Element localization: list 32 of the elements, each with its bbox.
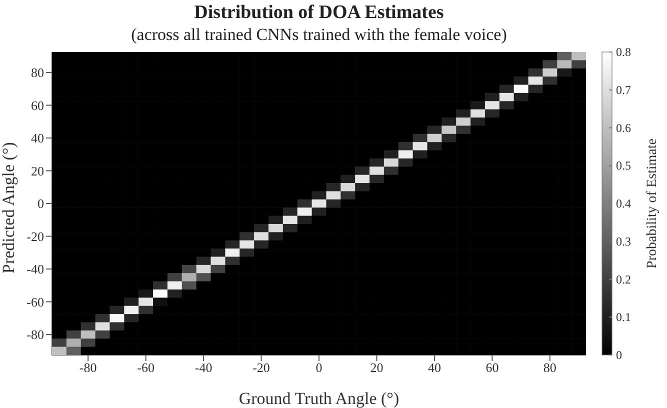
y-tick-label: 0 xyxy=(38,196,44,212)
x-tick-label: -80 xyxy=(79,360,97,376)
x-tick-label: -60 xyxy=(137,360,154,376)
chart-title: Distribution of DOA Estimates xyxy=(193,2,445,24)
x-tick-label: 0 xyxy=(316,360,322,376)
y-tick-label: 20 xyxy=(31,163,44,178)
color-bar-label: 0.4 xyxy=(616,196,631,210)
y-tick-label: -60 xyxy=(26,294,44,310)
x-tick-label: -20 xyxy=(252,360,270,376)
color-bar-label: 0.1 xyxy=(616,310,631,324)
color-bar-label: 0.2 xyxy=(616,272,631,286)
y-tick-label: -20 xyxy=(26,228,44,244)
x-axis-title: Ground Truth Angle (°) xyxy=(238,389,400,408)
color-bar-label: 0.5 xyxy=(616,158,631,173)
y-axis-title: Predicted Angle (°) xyxy=(0,142,18,274)
chart-subtitle: (across all trained CNNs trained with the female voice) xyxy=(130,24,508,46)
color-bar-label: 0.7 xyxy=(616,82,631,97)
x-tick-label: 20 xyxy=(370,360,384,376)
y-tick-label: 80 xyxy=(31,65,44,80)
x-tick-label: 60 xyxy=(486,360,499,376)
color-bar-label: 0 xyxy=(616,348,622,362)
x-tick-label: 40 xyxy=(428,360,441,376)
color-bar-title: Probability of Estimate xyxy=(645,138,660,268)
y-tick-label: -40 xyxy=(26,262,44,277)
y-tick-label: 60 xyxy=(31,98,44,113)
color-bar-label: 0.8 xyxy=(616,45,631,59)
y-tick-label: -80 xyxy=(26,327,44,342)
y-tick-label: 40 xyxy=(31,130,44,146)
color-bar-label: 0.3 xyxy=(616,234,631,248)
x-tick-label: -40 xyxy=(194,360,212,376)
x-tick-label: 80 xyxy=(543,360,556,376)
color-bar-label: 0.6 xyxy=(616,120,631,135)
